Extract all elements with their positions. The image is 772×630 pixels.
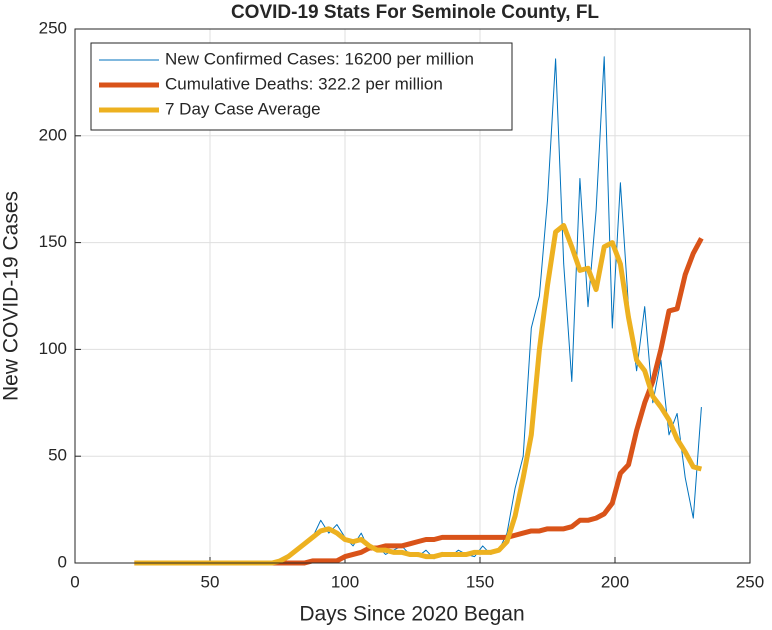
y-axis-label: New COVID-19 Cases	[0, 191, 23, 401]
x-tick-label: 0	[70, 572, 79, 591]
y-tick-label: 100	[39, 339, 67, 358]
legend-label: New Confirmed Cases: 16200 per million	[165, 49, 474, 68]
y-tick-label: 0	[58, 552, 67, 571]
legend-label: Cumulative Deaths: 322.2 per million	[165, 74, 443, 93]
legend-label: 7 Day Case Average	[165, 99, 321, 118]
y-tick-label: 200	[39, 125, 67, 144]
x-tick-label: 250	[736, 572, 764, 591]
axes-box	[74, 28, 751, 564]
x-tick-label: 100	[331, 572, 359, 591]
y-tick-label: 250	[39, 18, 67, 37]
y-tick-label: 50	[48, 446, 67, 465]
legend-box	[90, 42, 513, 131]
x-tick-label: 50	[201, 572, 220, 591]
x-tick-label: 150	[466, 572, 494, 591]
chart-title: COVID-19 Stats For Seminole County, FL	[231, 2, 599, 23]
legend: New Confirmed Cases: 16200 per million Cu…	[90, 42, 513, 131]
x-tick-label: 200	[601, 572, 629, 591]
x-axis-label: Days Since 2020 Began	[299, 603, 524, 626]
y-tick-label: 150	[39, 232, 67, 251]
